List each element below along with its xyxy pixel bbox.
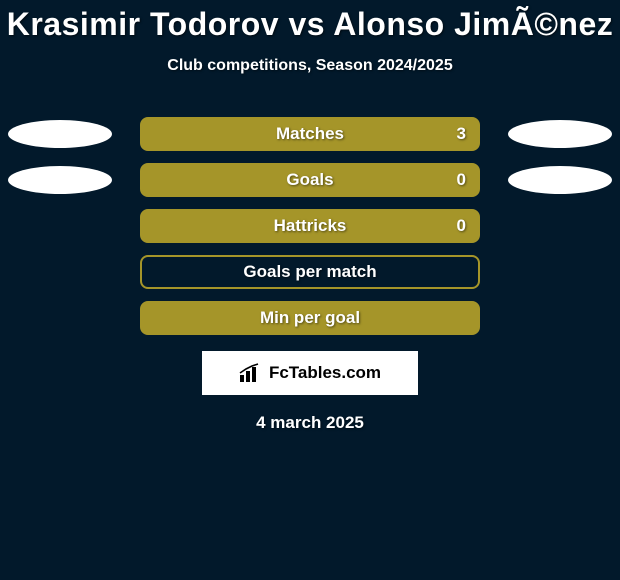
brand-text: FcTables.com — [269, 363, 381, 383]
stat-row: Hattricks 0 — [0, 209, 620, 243]
player-b-indicator — [508, 120, 612, 148]
player-a-indicator — [8, 120, 112, 148]
page-title: Krasimir Todorov vs Alonso JimÃ©nez — [7, 6, 614, 43]
stat-row: Goals per match — [0, 255, 620, 289]
stat-label: Goals per match — [243, 262, 376, 282]
stat-value: 3 — [457, 124, 466, 144]
stat-label: Goals — [286, 170, 333, 190]
stat-row: Matches 3 — [0, 117, 620, 151]
stat-row: Goals 0 — [0, 163, 620, 197]
comparison-card: Krasimir Todorov vs Alonso JimÃ©nez Club… — [0, 0, 620, 433]
stat-bar-hattricks: Hattricks 0 — [140, 209, 480, 243]
stat-bar-matches: Matches 3 — [140, 117, 480, 151]
stat-bar-min-per-goal: Min per goal — [140, 301, 480, 335]
page-subtitle: Club competitions, Season 2024/2025 — [167, 57, 452, 75]
date-caption: 4 march 2025 — [256, 413, 364, 433]
player-b-indicator — [508, 166, 612, 194]
stat-bar-goals: Goals 0 — [140, 163, 480, 197]
brand-logo: FcTables.com — [202, 351, 418, 395]
stat-rows: Matches 3 Goals 0 Hattricks 0 Goals — [0, 117, 620, 335]
stat-value: 0 — [457, 216, 466, 236]
bars-icon — [239, 363, 263, 383]
stat-value: 0 — [457, 170, 466, 190]
stat-label: Matches — [276, 124, 344, 144]
stat-label: Min per goal — [260, 308, 360, 328]
stat-label: Hattricks — [274, 216, 347, 236]
player-a-indicator — [8, 166, 112, 194]
stat-row: Min per goal — [0, 301, 620, 335]
stat-bar-goals-per-match: Goals per match — [140, 255, 480, 289]
